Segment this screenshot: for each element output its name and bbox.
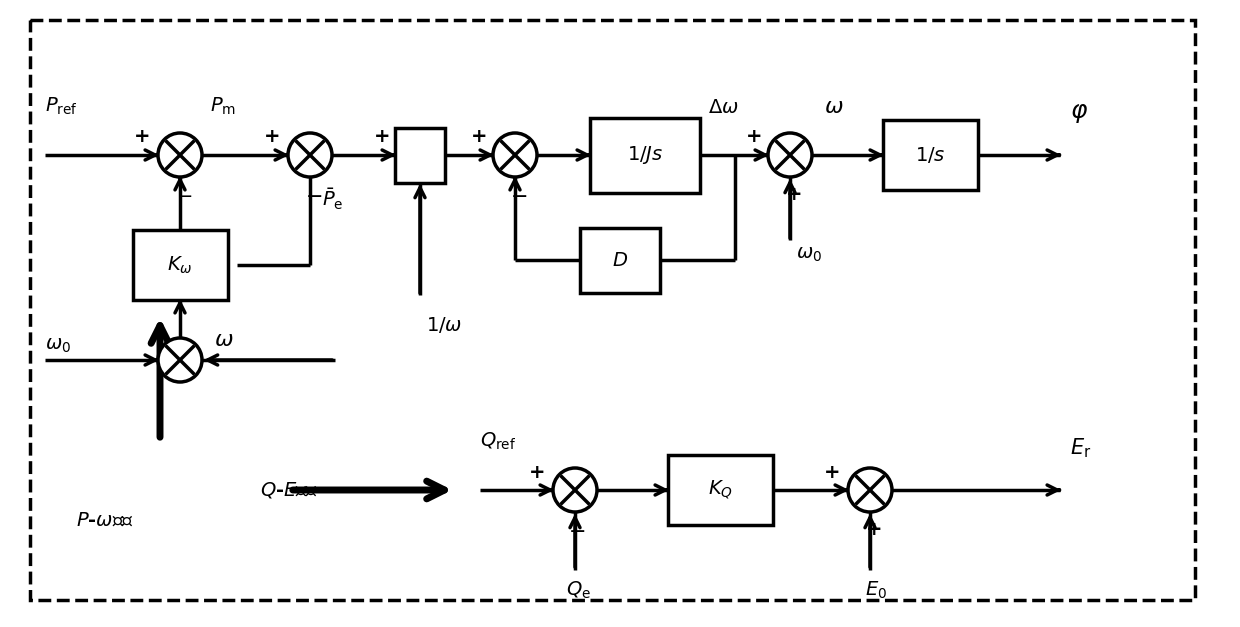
Text: +: +	[786, 185, 802, 204]
Text: $-$: $-$	[511, 185, 528, 205]
Text: $-$: $-$	[568, 520, 585, 540]
Text: $Q_{\rm e}$: $Q_{\rm e}$	[567, 580, 591, 601]
Bar	[667, 455, 773, 525]
Text: $Q$-$E$控制: $Q$-$E$控制	[260, 480, 317, 500]
Bar	[396, 127, 445, 182]
Circle shape	[288, 133, 332, 177]
Text: +: +	[528, 463, 546, 482]
Text: +: +	[263, 127, 280, 147]
Text: $\omega_0$: $\omega_0$	[796, 245, 822, 264]
Text: $\Delta\omega$: $\Delta\omega$	[708, 98, 739, 117]
Text: $E_{\rm r}$: $E_{\rm r}$	[1070, 436, 1091, 460]
Circle shape	[848, 468, 892, 512]
Circle shape	[157, 338, 202, 382]
Text: $\omega$: $\omega$	[215, 330, 233, 350]
Text: $\omega$: $\omega$	[825, 97, 843, 117]
Text: +: +	[745, 127, 763, 147]
Circle shape	[494, 133, 537, 177]
Text: $K_{\omega}$: $K_{\omega}$	[167, 255, 192, 276]
Bar	[133, 230, 227, 300]
Circle shape	[768, 133, 812, 177]
Text: $-$: $-$	[176, 185, 192, 204]
Text: $\varphi$: $\varphi$	[1070, 101, 1089, 125]
Circle shape	[157, 133, 202, 177]
Text: $1/Js$: $1/Js$	[626, 144, 663, 166]
Text: $\omega_0$: $\omega_0$	[45, 336, 71, 355]
Text: $1/s$: $1/s$	[915, 145, 945, 165]
Text: $P_{\rm m}$: $P_{\rm m}$	[210, 96, 236, 117]
Bar	[883, 120, 977, 190]
Text: +: +	[823, 463, 839, 482]
Text: $-$: $-$	[305, 185, 322, 205]
Text: $P$-$\omega$控制: $P$-$\omega$控制	[76, 510, 134, 529]
Text: +: +	[134, 127, 150, 147]
Circle shape	[553, 468, 596, 512]
Text: $1/\omega$: $1/\omega$	[427, 315, 463, 335]
Text: +: +	[470, 127, 487, 147]
Bar	[580, 228, 660, 293]
Text: $Q_{\rm ref}$: $Q_{\rm ref}$	[480, 431, 516, 452]
Bar	[590, 117, 701, 192]
Text: $P_{\rm ref}$: $P_{\rm ref}$	[45, 96, 78, 117]
Text: +: +	[373, 127, 391, 147]
Text: $\bar{P}_{\rm e}$: $\bar{P}_{\rm e}$	[322, 187, 343, 212]
Text: $K_Q$: $K_Q$	[708, 479, 733, 501]
Text: +: +	[866, 520, 882, 539]
Text: $E_0$: $E_0$	[866, 580, 887, 601]
Text: $D$: $D$	[613, 251, 627, 270]
